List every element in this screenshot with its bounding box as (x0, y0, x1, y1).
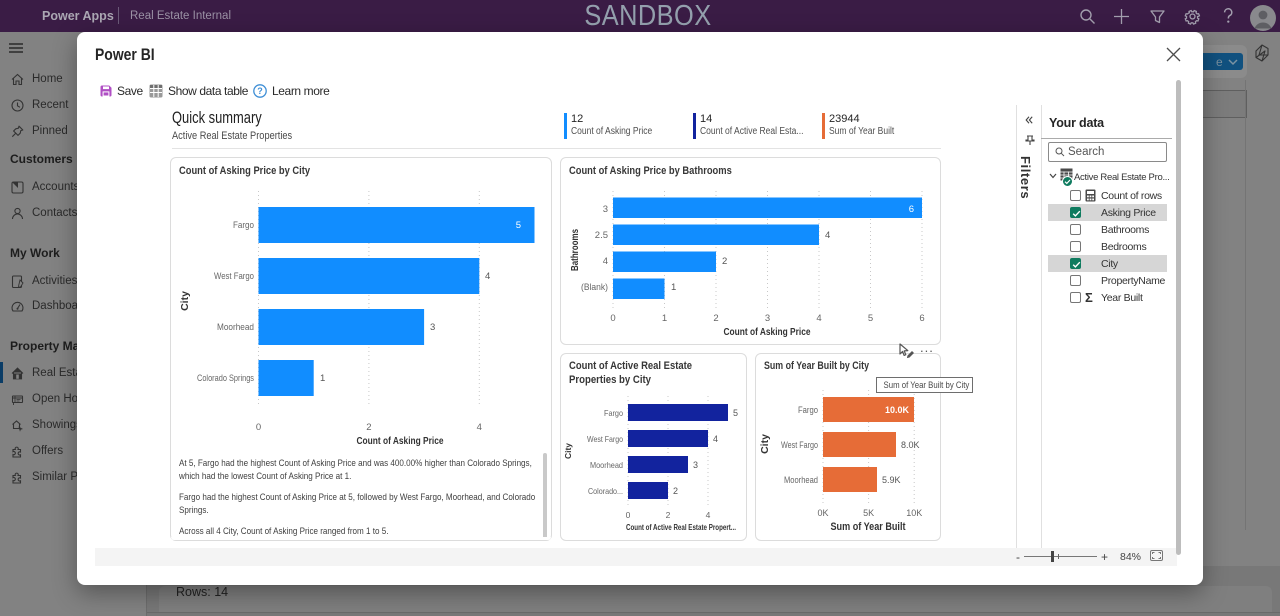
svg-text:City: City (759, 434, 771, 454)
svg-text:4: 4 (485, 271, 490, 282)
svg-text:2: 2 (713, 313, 718, 324)
svg-text:Moorhead: Moorhead (590, 460, 623, 470)
svg-text:0: 0 (626, 510, 631, 520)
svg-text:5: 5 (733, 408, 738, 418)
svg-text:West Fargo: West Fargo (587, 434, 623, 444)
svg-text:Properties by City: Properties by City (569, 374, 652, 386)
svg-text:4: 4 (603, 256, 608, 267)
svg-text:5.9K: 5.9K (882, 475, 901, 485)
svg-text:Fargo: Fargo (604, 408, 623, 418)
svg-text:3: 3 (430, 322, 435, 333)
svg-text:Count of Asking Price: Count of Asking Price (357, 435, 444, 447)
svg-text:0: 0 (256, 422, 261, 433)
svg-text:Sum of Year Built: Sum of Year Built (831, 521, 906, 533)
svg-text:Fargo: Fargo (233, 220, 254, 231)
svg-text:2: 2 (366, 422, 371, 433)
svg-text:Moorhead: Moorhead (784, 475, 818, 485)
svg-text:?: ? (257, 86, 263, 96)
svg-text:West Fargo: West Fargo (214, 271, 254, 282)
svg-text:4: 4 (825, 230, 830, 241)
svg-text:4: 4 (706, 510, 711, 520)
svg-text:City: City (179, 291, 191, 311)
svg-text:10.0K: 10.0K (885, 405, 910, 415)
svg-text:2: 2 (673, 486, 678, 496)
svg-text:2: 2 (666, 510, 671, 520)
svg-text:Colorado...: Colorado... (588, 486, 623, 496)
svg-text:6: 6 (919, 313, 924, 324)
svg-text:Moorhead: Moorhead (217, 322, 254, 333)
svg-text:5K: 5K (863, 508, 874, 518)
svg-text:3: 3 (603, 204, 608, 215)
svg-text:City: City (563, 443, 573, 459)
svg-text:1: 1 (662, 313, 667, 324)
svg-text:8.0K: 8.0K (901, 440, 920, 450)
svg-text:2.5: 2.5 (595, 230, 608, 241)
svg-text:1: 1 (320, 373, 325, 384)
svg-text:0K: 0K (817, 508, 828, 518)
svg-text:5: 5 (516, 220, 521, 231)
svg-text:Count of Active Real Estate Pr: Count of Active Real Estate Propert... (626, 523, 736, 532)
svg-text:Count of Active Real Estate: Count of Active Real Estate (569, 360, 692, 372)
svg-text:Bathrooms: Bathrooms (569, 229, 581, 271)
svg-text:1: 1 (671, 282, 676, 293)
svg-text:3: 3 (765, 313, 770, 324)
svg-text:4: 4 (816, 313, 821, 324)
svg-text:West Fargo: West Fargo (781, 440, 818, 450)
svg-text:10K: 10K (906, 508, 922, 518)
svg-text:Count of Asking Price: Count of Asking Price (724, 326, 811, 338)
svg-text:4: 4 (713, 434, 718, 444)
svg-text:Sum of Year Built by City: Sum of Year Built by City (764, 360, 870, 372)
svg-text:4: 4 (477, 422, 482, 433)
svg-text:Colorado Springs: Colorado Springs (197, 373, 254, 384)
svg-text:3: 3 (693, 460, 698, 470)
svg-text:(Blank): (Blank) (581, 282, 608, 293)
svg-text:2: 2 (722, 256, 727, 267)
svg-text:6: 6 (909, 204, 914, 215)
svg-text:0: 0 (610, 313, 615, 324)
svg-text:Fargo: Fargo (798, 405, 818, 415)
svg-text:5: 5 (868, 313, 873, 324)
